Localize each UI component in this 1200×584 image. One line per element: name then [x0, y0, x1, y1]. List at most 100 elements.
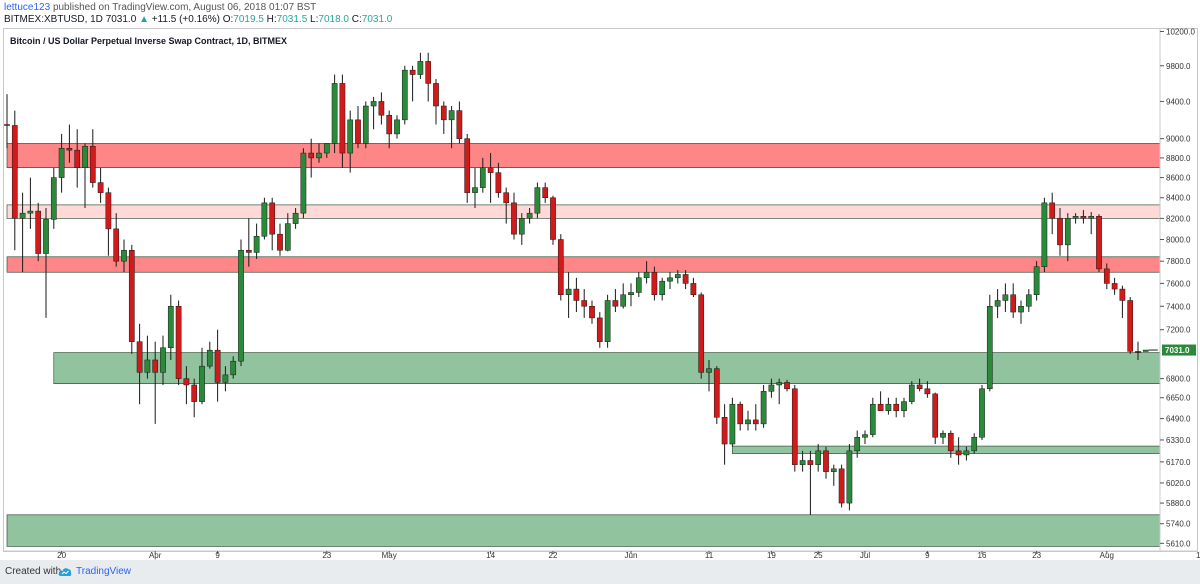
candle-body: [807, 460, 814, 465]
y-tick-label: 8600.0: [1166, 174, 1191, 183]
candle-body: [1072, 216, 1079, 219]
candle-body: [830, 468, 837, 472]
candle-body: [433, 83, 439, 107]
candle-body: [823, 450, 829, 472]
candle-body: [409, 69, 416, 75]
x-tick-label: 22: [549, 551, 558, 560]
tradingview-brand-link[interactable]: TradingView: [76, 566, 132, 577]
candle-body: [947, 432, 954, 452]
candle-body: [230, 360, 237, 376]
candle-body: [222, 374, 229, 383]
candle-body: [589, 306, 595, 319]
y-tick-label: 6650.0: [1166, 394, 1191, 403]
candle-body: [1057, 218, 1063, 246]
candle-body: [417, 61, 424, 75]
high-value: 7031.5: [276, 14, 308, 25]
candle-body: [183, 378, 190, 386]
candle-body: [206, 349, 213, 367]
candle-body: [1080, 216, 1087, 219]
y-tick-label: 6330.0: [1166, 436, 1191, 445]
open-value: 7019.5: [233, 14, 264, 25]
candle-body: [862, 434, 868, 438]
y-tick-label: 5880.0: [1166, 499, 1191, 508]
publish-line: lettuce123 published on TradingView.com,…: [4, 2, 316, 13]
tradingview-cloud-icon[interactable]: [58, 566, 72, 578]
x-tick-label: 23: [322, 551, 331, 560]
x-tick-label: 9: [215, 551, 220, 560]
y-tick-label: 9400.0: [1166, 97, 1191, 106]
candle-body: [542, 187, 549, 198]
candle-body: [620, 294, 627, 307]
candle-body: [35, 210, 42, 254]
candle-body: [1064, 218, 1071, 246]
candle-body: [1096, 216, 1102, 270]
footer-bar: Created with TradingView: [0, 560, 1200, 584]
y-tick-label: 7800.0: [1166, 257, 1191, 266]
resistance-zone-2: [6, 256, 1161, 273]
x-tick-label: Aug: [1100, 551, 1114, 560]
candle-body: [425, 61, 432, 84]
candle-body: [799, 460, 806, 465]
y-tick-label: 5740.0: [1166, 520, 1191, 529]
candle-body: [199, 365, 205, 402]
chart-title: Bitcoin / US Dollar Perpetual Inverse Sw…: [10, 36, 288, 46]
up-arrow-icon: ▲: [139, 14, 149, 25]
candle-body: [1142, 349, 1149, 352]
candle-body: [323, 143, 330, 154]
candle-body: [362, 105, 369, 144]
candle-body: [191, 384, 198, 402]
y-tick-label: 6170.0: [1166, 458, 1191, 467]
price-change: +11.5 (+0.16%): [151, 14, 220, 25]
resistance-zone-0: [6, 143, 1161, 168]
candle-body: [1119, 288, 1126, 301]
candle-body: [667, 277, 673, 282]
candle-body: [300, 152, 307, 214]
candle-body: [331, 83, 338, 144]
price-chart[interactable]: 10200.0 9800.0 9400.0 9000.0 8800.0 8600.0 840…: [0, 28, 1200, 560]
close-label: C:: [351, 14, 362, 25]
y-tick-label: 10200.0: [1166, 28, 1195, 37]
candle-body: [596, 317, 603, 342]
y-tick-label: 5610.0: [1166, 539, 1191, 548]
candle-body: [682, 274, 689, 284]
candle-body: [284, 223, 291, 251]
candle-body: [651, 271, 658, 296]
candle-body: [253, 236, 260, 253]
candle-body: [737, 403, 744, 425]
candle-body: [394, 119, 400, 135]
candle-body: [784, 382, 790, 390]
support-zone-5: [6, 514, 1161, 547]
candle-body: [11, 125, 18, 219]
published-text: published on TradingView.com, August 06,…: [52, 2, 317, 13]
candle-body: [908, 384, 915, 402]
author-link[interactable]: lettuce123: [4, 2, 51, 13]
candle-body: [698, 294, 705, 373]
y-tick-label: 8400.0: [1166, 194, 1191, 203]
candle-body: [869, 403, 876, 435]
candle-body: [495, 172, 502, 193]
x-tick-label: 19: [767, 551, 776, 560]
created-with-text: Created with: [5, 566, 62, 577]
candle-body: [643, 271, 650, 279]
candle-body: [152, 359, 159, 373]
candle-body: [50, 177, 57, 220]
x-tick-label: Apr: [149, 551, 162, 560]
x-tick-label: 16: [978, 551, 987, 560]
candle-body: [487, 167, 494, 173]
x-tick-label: Jul: [860, 551, 870, 560]
candle-body: [557, 239, 564, 296]
candle-body: [316, 152, 322, 159]
candle-body: [659, 280, 666, 296]
candle-body: [526, 212, 533, 219]
candle-body: [846, 450, 853, 504]
candle-body: [245, 250, 252, 253]
y-tick-label: 6020.0: [1166, 479, 1191, 488]
high-label: H:: [266, 14, 277, 25]
x-tick-label: 11: [705, 551, 714, 560]
x-tick-label: 9: [925, 551, 930, 560]
candle-body: [924, 388, 931, 395]
candle-body: [565, 288, 572, 296]
candle-body: [339, 83, 346, 154]
candle-body: [261, 202, 268, 237]
x-tick-label: 13: [1196, 551, 1200, 560]
